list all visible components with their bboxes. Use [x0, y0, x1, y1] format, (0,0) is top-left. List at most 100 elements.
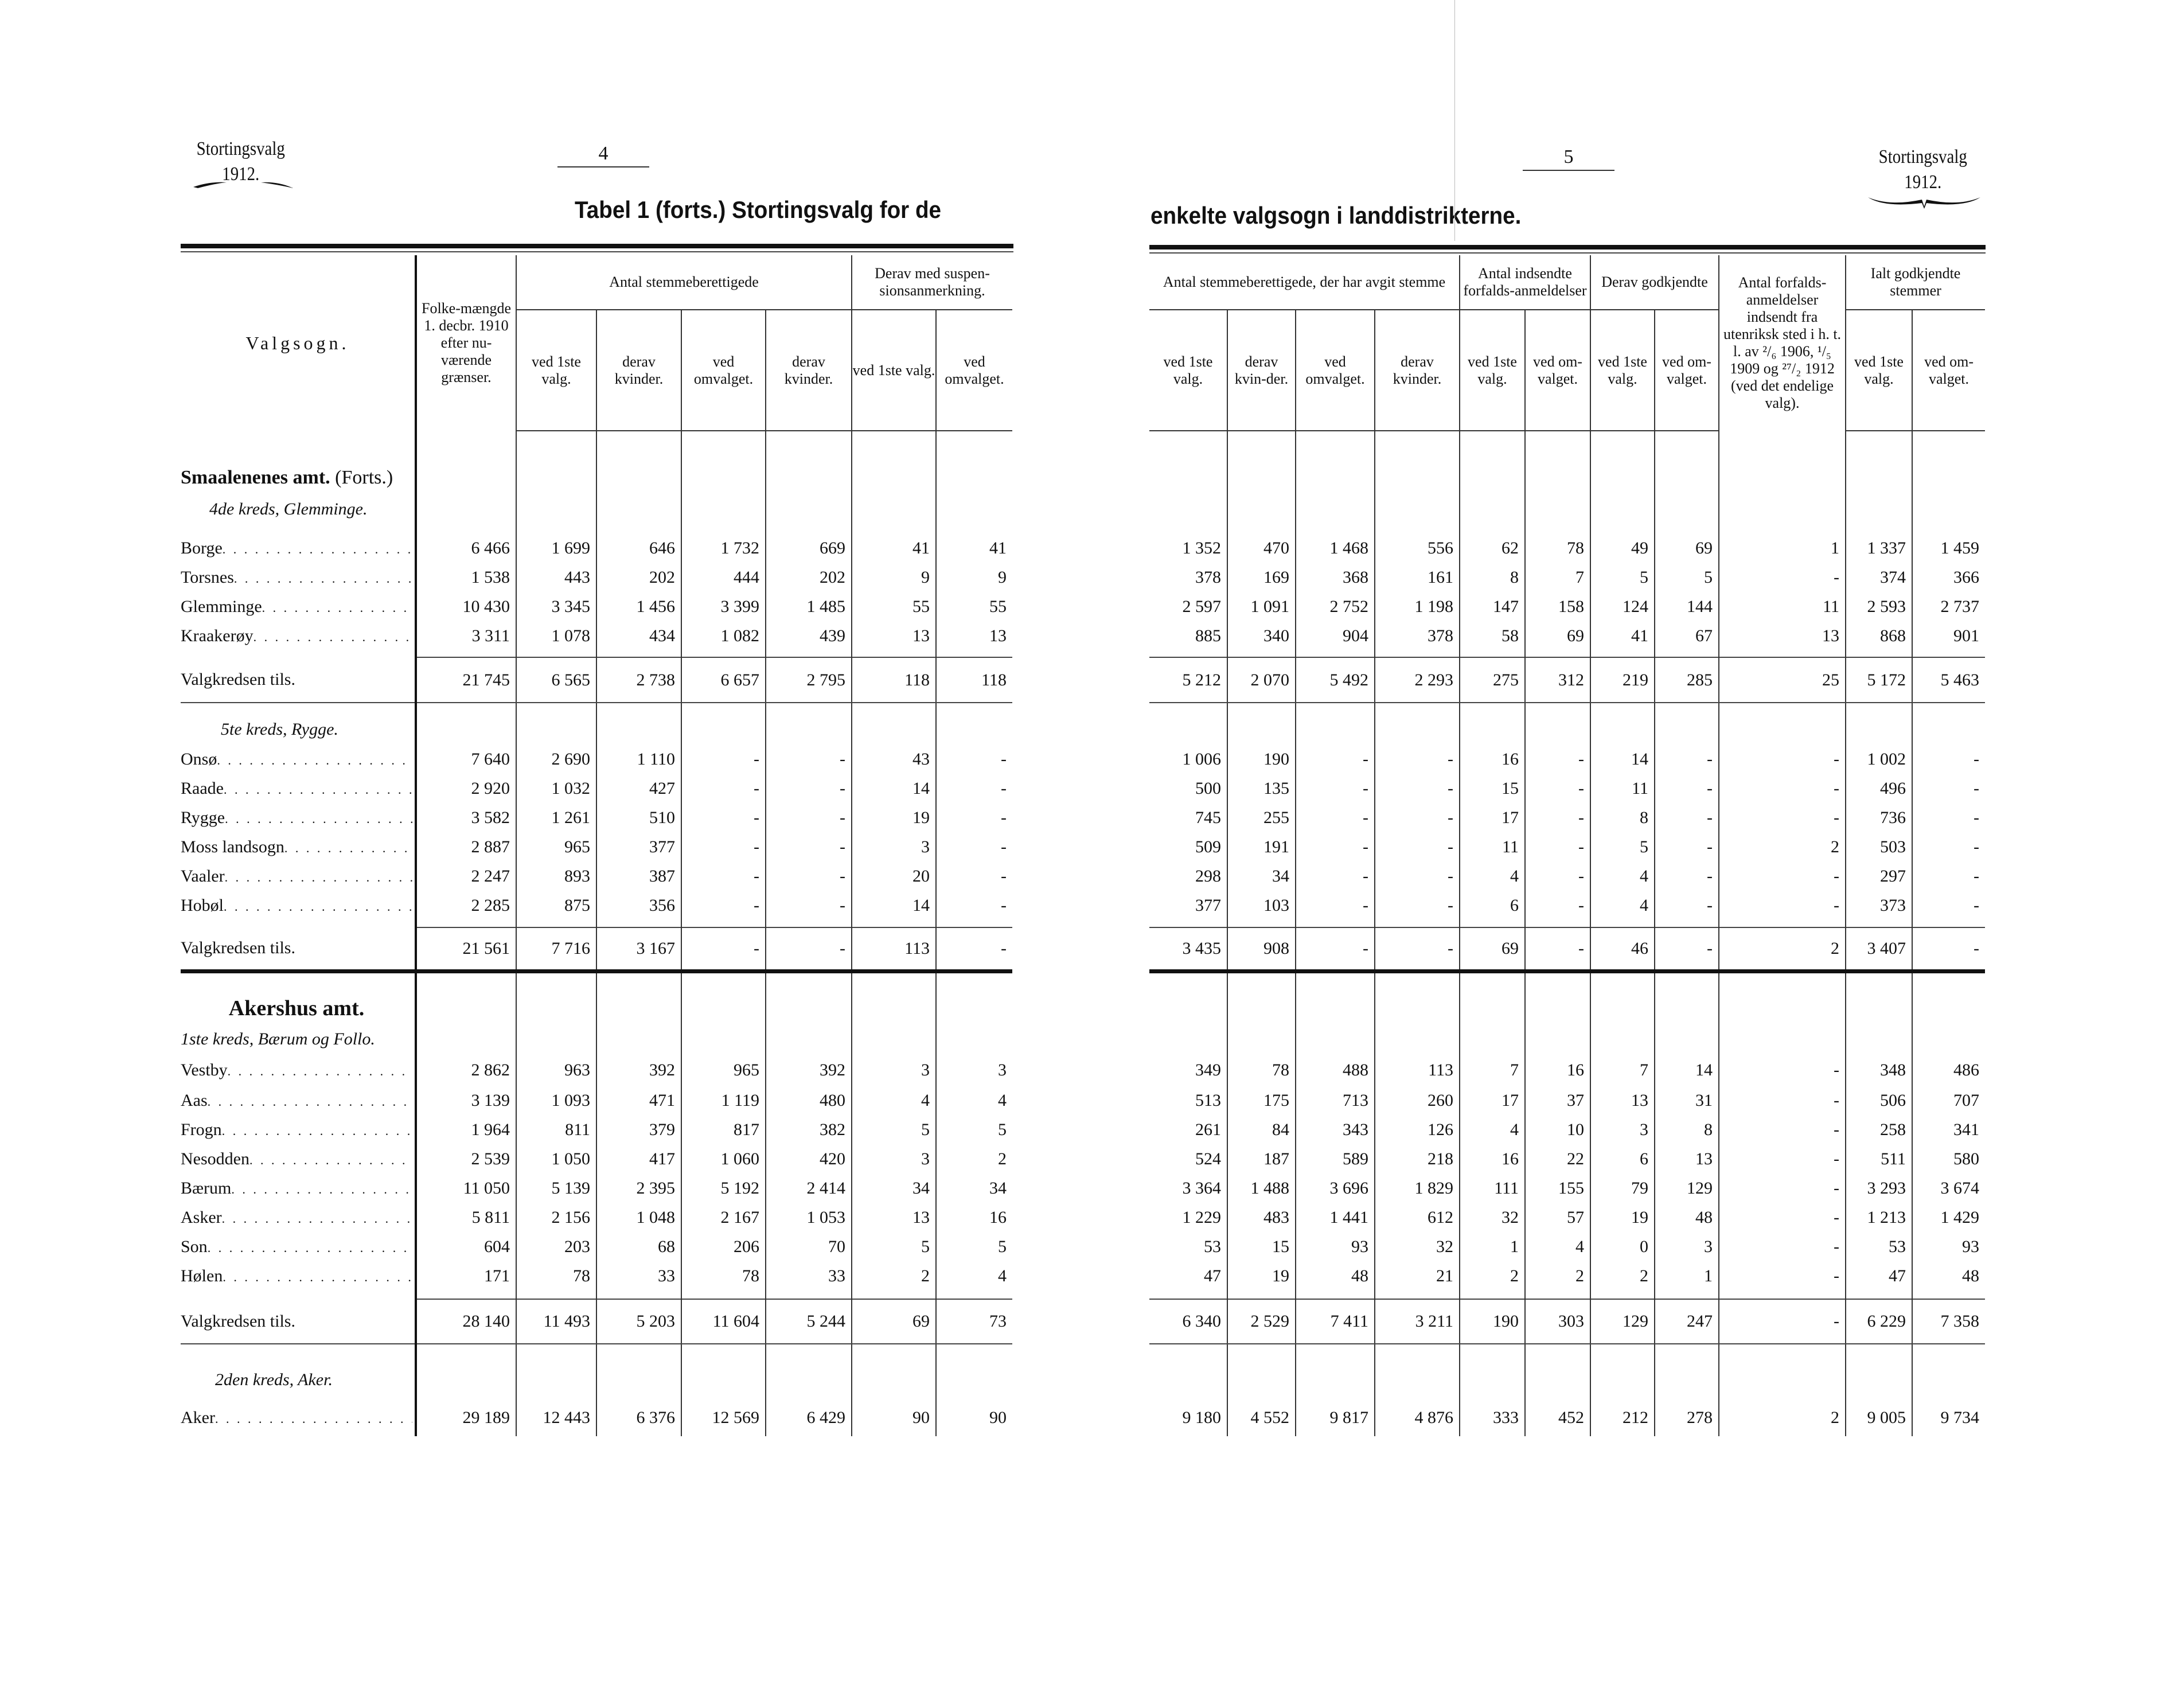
group-header-indsendte: Antal indsendte forfalds-anmeldelser [1459, 255, 1590, 310]
valgsogn-name: Borge [181, 539, 412, 558]
value-cell: 11 [1590, 774, 1655, 803]
value-cell [1845, 493, 1913, 525]
row-label: Aas [181, 1086, 417, 1115]
spacer-row [1149, 920, 1986, 927]
empty-cell [851, 920, 936, 927]
empty-cell [1912, 1344, 1986, 1365]
value-cell: 1 441 [1295, 1203, 1375, 1232]
value-cell: 343 [1295, 1115, 1375, 1144]
empty-cell [1718, 1395, 1846, 1399]
table-row: 2den kreds, Aker. [181, 1365, 1013, 1395]
empty-cell [1718, 431, 1846, 462]
value-cell: 556 [1374, 533, 1460, 563]
value-cell [1524, 462, 1590, 493]
empty-cell [1227, 1291, 1296, 1299]
spacer-row [181, 1344, 1013, 1365]
empty-cell [181, 525, 417, 533]
value-cell: 41 [935, 533, 1013, 563]
value-cell: 11 050 [415, 1174, 516, 1203]
value-cell: - [1295, 861, 1375, 891]
valgsogn-label: Asker [181, 1207, 222, 1227]
valgsogn-label: Son [181, 1237, 208, 1256]
empty-cell [1374, 920, 1460, 927]
value-cell: 2 414 [765, 1174, 852, 1203]
spacer-row [181, 1395, 1013, 1399]
empty-cell [1459, 1395, 1525, 1399]
value-cell: 260 [1374, 1086, 1460, 1115]
value-cell [851, 462, 936, 493]
value-cell: 190 [1227, 744, 1296, 774]
value-cell: 885 [1195, 626, 1221, 645]
dot-leader [222, 1211, 412, 1226]
table-row: 1 352 470 1 468 556 62 78 49 69 1 1 337 1 459 [1149, 533, 1986, 563]
value-cell: 333 [1459, 1399, 1525, 1436]
value-cell [1374, 462, 1460, 493]
page-number-right: 5 [1523, 145, 1614, 171]
valgsogn-name: Rygge [181, 808, 412, 828]
value-cell: 69 [851, 1299, 936, 1344]
amt-heading: Akershus amt. [228, 996, 365, 1020]
empty-cell [1845, 431, 1913, 462]
value-cell [516, 992, 596, 1024]
value-cell [1845, 462, 1913, 493]
value-cell: 5 203 [596, 1299, 681, 1344]
value-cell: - [1374, 891, 1460, 920]
value-cell [1295, 493, 1375, 525]
value-cell: 1 002 [1845, 744, 1913, 774]
empty-cell [1459, 650, 1525, 657]
value-cell: - [1912, 744, 1986, 774]
value-cell: 500 [1195, 778, 1221, 798]
value-cell: 6 340 [1149, 1299, 1227, 1344]
running-head-year: 1912. [222, 163, 260, 185]
value-cell: 4 [1459, 1115, 1525, 1144]
value-cell [516, 1024, 596, 1054]
spacer-row [181, 971, 1013, 992]
table-row [1149, 462, 1986, 493]
value-cell [1374, 493, 1460, 525]
value-cell [1374, 992, 1460, 1024]
empty-cell [1524, 1291, 1590, 1299]
value-cell: 13 [851, 1203, 936, 1232]
value-cell: 1 053 [765, 1203, 852, 1232]
value-cell: 646 [596, 533, 681, 563]
value-cell: 37 [1524, 1086, 1590, 1115]
value-cell: 2 597 [1182, 597, 1222, 616]
value-cell: 368 [1295, 563, 1375, 592]
empty-cell [596, 1291, 681, 1299]
row-label: Hobøl [181, 891, 417, 920]
value-cell [1912, 714, 1986, 744]
value-cell: 111 [1459, 1174, 1525, 1203]
empty-cell [765, 703, 852, 714]
row-label: Rygge [181, 803, 417, 832]
value-cell: 1 213 [1845, 1203, 1913, 1232]
value-cell: - [1718, 891, 1846, 920]
empty-cell [1590, 1291, 1655, 1299]
value-cell: 90 [935, 1399, 1013, 1436]
value-cell: 29 189 [415, 1399, 516, 1436]
value-cell: 5 [851, 1232, 936, 1261]
valgsogn-label: Frogn [181, 1120, 222, 1139]
row-label: 1ste kreds, Bærum og Follo. [181, 1024, 417, 1054]
value-cell: 11 604 [681, 1299, 766, 1344]
empty-cell [681, 431, 766, 462]
value-cell: 129 [1653, 1174, 1719, 1203]
row-label: 2den kreds, Aker. [181, 1365, 417, 1395]
total-row: Valgkredsen tils. 21 561 7 716 3 167- -113- [181, 927, 1013, 973]
total-row: 3 435 908- -69-46-2 3 407- [1149, 927, 1986, 973]
value-cell: - [1295, 891, 1375, 920]
value-cell: 1 429 [1912, 1203, 1986, 1232]
running-head-title: Stortingsvalg [196, 138, 285, 159]
value-cell: 604 [415, 1232, 516, 1261]
empty-cell [851, 1395, 936, 1399]
value-cell [1718, 462, 1846, 493]
empty-cell [516, 971, 596, 992]
group-header-godkjendte: Derav godkjendte [1589, 255, 1719, 310]
value-cell: 5 172 [1845, 657, 1913, 703]
empty-cell [1149, 920, 1227, 927]
total-label: Valgkredsen tils. [181, 670, 295, 689]
value-cell: 4 [935, 1086, 1013, 1115]
row-label: Bærum [181, 1174, 417, 1203]
valgsogn-name: Glemminge [181, 597, 412, 617]
